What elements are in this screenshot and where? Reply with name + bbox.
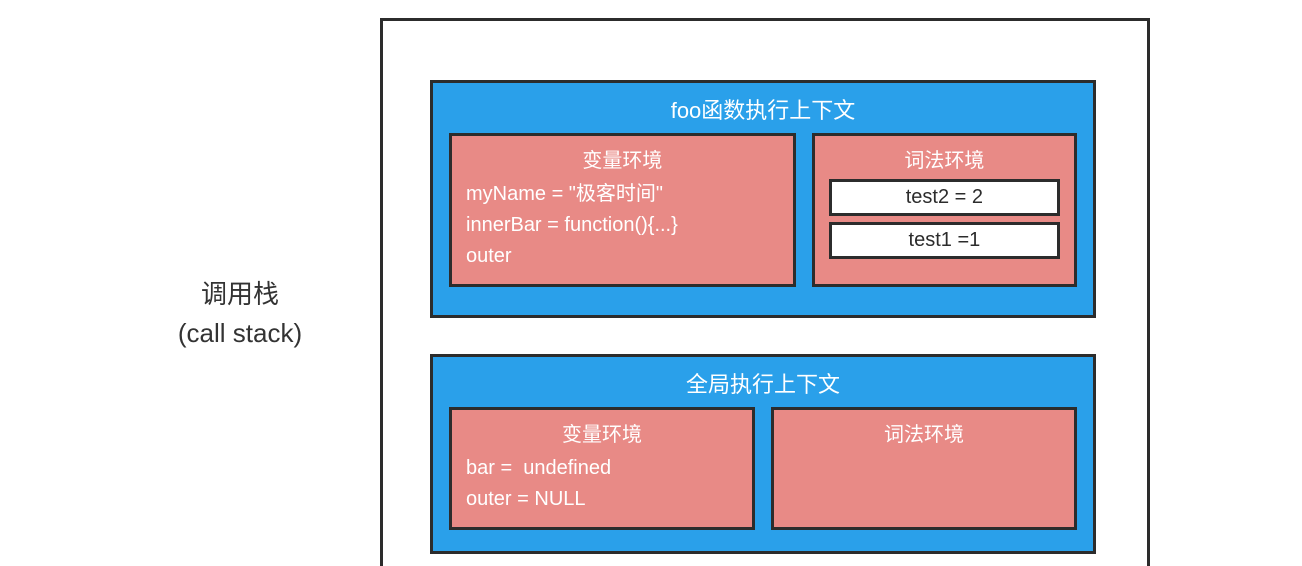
global-variable-environment: 变量环境 bar = undefined outer = NULL <box>449 407 755 530</box>
foo-lex-slot-1: test1 =1 <box>829 222 1060 259</box>
foo-var-env-line-0: myName = "极客时间" <box>466 179 779 210</box>
foo-context-title: foo函数执行上下文 <box>449 93 1077 125</box>
foo-lexical-environment: 词法环境 test2 = 2 test1 =1 <box>812 133 1077 287</box>
foo-var-env-title: 变量环境 <box>466 144 779 173</box>
call-stack-label: 调用栈 (call stack) <box>110 275 370 353</box>
foo-variable-environment: 变量环境 myName = "极客时间" innerBar = function… <box>449 133 796 287</box>
foo-var-env-line-1: innerBar = function(){...} <box>466 210 779 241</box>
global-lex-env-title: 词法环境 <box>788 418 1060 447</box>
diagram-stage: 调用栈 (call stack) foo函数执行上下文 变量环境 myName … <box>0 0 1302 566</box>
call-stack-label-line1: 调用栈 <box>110 275 370 314</box>
global-lexical-environment: 词法环境 <box>771 407 1077 530</box>
global-var-env-line-2: outer = NULL <box>466 484 738 515</box>
global-execution-context: 全局执行上下文 变量环境 bar = undefined outer = NUL… <box>430 354 1096 554</box>
foo-lex-env-title: 词法环境 <box>829 144 1060 173</box>
foo-execution-context: foo函数执行上下文 变量环境 myName = "极客时间" innerBar… <box>430 80 1096 318</box>
global-context-title: 全局执行上下文 <box>449 367 1077 399</box>
foo-lex-slot-0: test2 = 2 <box>829 179 1060 216</box>
call-stack-label-line2: (call stack) <box>110 314 370 353</box>
foo-var-env-line-2: outer <box>466 241 779 272</box>
global-var-env-line-1: bar = undefined <box>466 453 738 484</box>
global-var-env-title: 变量环境 <box>466 418 738 447</box>
